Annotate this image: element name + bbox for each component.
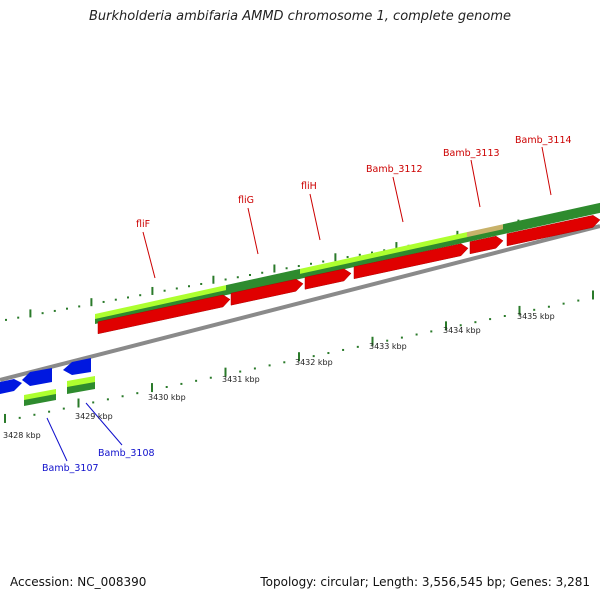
leader-line bbox=[392, 176, 404, 223]
leader-line bbox=[541, 146, 552, 196]
gene-label-bamb-3113[interactable]: Bamb_3113 bbox=[443, 148, 500, 159]
gene-label-bamb-3107[interactable]: Bamb_3107 bbox=[42, 463, 99, 474]
backbone-line bbox=[0, 224, 600, 382]
forward-gene-track[interactable] bbox=[97, 215, 600, 335]
gene-label-leaders bbox=[46, 146, 552, 462]
tick-label: 3435 kbp bbox=[517, 312, 555, 321]
gene-label-bamb-3114[interactable]: Bamb_3114 bbox=[515, 135, 572, 146]
tick-label: 3434 kbp bbox=[443, 326, 481, 335]
gc-band-shadow bbox=[67, 382, 95, 394]
tick-label: 3433 kbp bbox=[369, 342, 407, 351]
gc-band-shadow bbox=[24, 394, 56, 406]
reverse-gene-arrow bbox=[63, 358, 91, 375]
map-title: Burkholderia ambifaria AMMD chromosome 1… bbox=[88, 9, 512, 24]
gene-label-flih[interactable]: fliH bbox=[301, 181, 317, 192]
reverse-gene-arrow bbox=[0, 379, 22, 394]
gene-label-bamb-3108[interactable]: Bamb_3108 bbox=[98, 448, 155, 459]
gc-band-shadow bbox=[467, 229, 503, 243]
leader-line bbox=[85, 402, 123, 446]
forward-gene-arrow bbox=[469, 235, 504, 255]
leader-line bbox=[142, 231, 156, 279]
leader-line bbox=[470, 159, 481, 208]
leader-line bbox=[247, 207, 259, 255]
gc-band-shadow bbox=[352, 237, 467, 268]
topology-text: Topology: circular; Length: 3,556,545 bp… bbox=[260, 575, 590, 589]
leader-line bbox=[309, 193, 321, 241]
tick-label: 3430 kbp bbox=[148, 393, 186, 402]
gene-label-flig[interactable]: fliG bbox=[238, 195, 254, 206]
gene-label-flif[interactable]: fliF bbox=[136, 219, 150, 230]
forward-gene-arrow bbox=[506, 215, 600, 247]
gc-band-shadow bbox=[226, 273, 300, 296]
gc-band-shadow bbox=[300, 262, 352, 279]
reverse-gene-track[interactable] bbox=[0, 358, 91, 394]
reverse-gene-arrow bbox=[22, 368, 52, 386]
lower-tick-row bbox=[4, 290, 594, 423]
forward-gene-arrow bbox=[97, 294, 231, 335]
tick-label: 3428 kbp bbox=[3, 431, 41, 440]
forward-gene-arrow bbox=[304, 268, 352, 290]
tick-label: 3431 kbp bbox=[222, 375, 260, 384]
tick-labels: 3428 kbp 3429 kbp 3430 kbp 3431 kbp 3432… bbox=[3, 312, 555, 440]
forward-gene-arrow bbox=[353, 243, 469, 280]
tick-label: 3432 kbp bbox=[295, 358, 333, 367]
leader-line bbox=[46, 417, 68, 462]
accession-text: Accession: NC_008390 bbox=[10, 575, 147, 589]
gene-labels[interactable]: fliF fliG fliH Bamb_3112 Bamb_3113 Bamb_… bbox=[42, 135, 572, 474]
tick-label: 3429 kbp bbox=[75, 412, 113, 421]
gc-band-shadow bbox=[503, 207, 600, 235]
forward-gene-arrow bbox=[230, 278, 304, 306]
gene-label-bamb-3112[interactable]: Bamb_3112 bbox=[366, 164, 423, 175]
